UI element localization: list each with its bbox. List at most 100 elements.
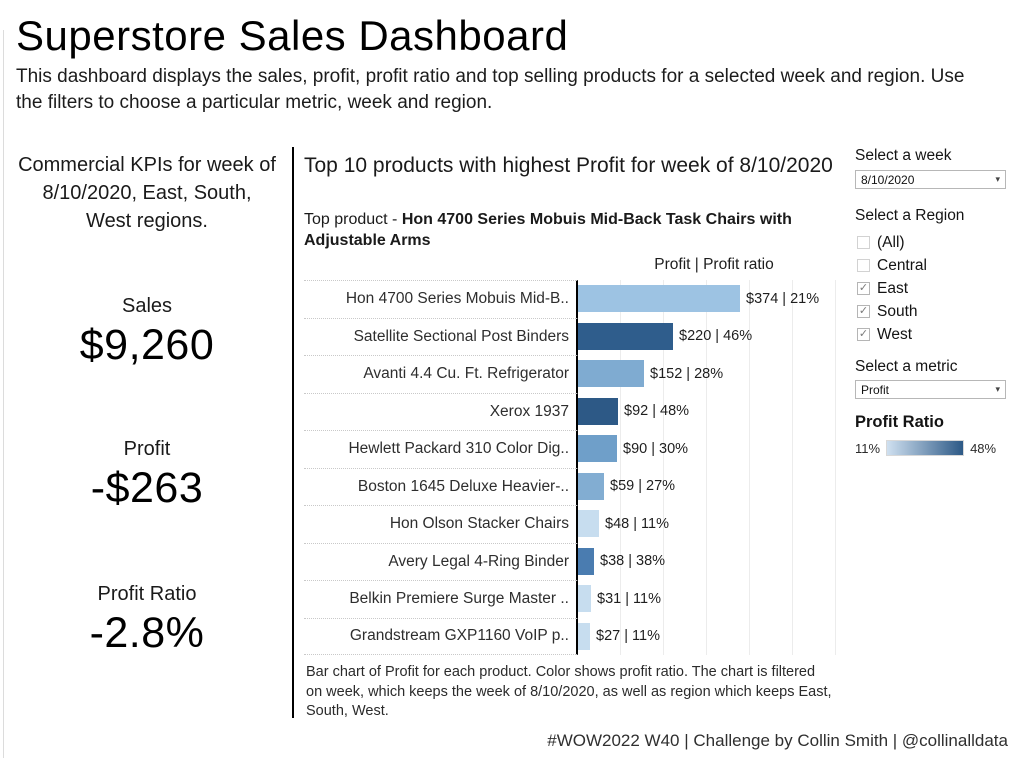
region-option-label: Central: [877, 256, 927, 274]
bar-value-label: $59 | 27%: [610, 478, 676, 495]
region-option-all[interactable]: (All): [857, 231, 927, 254]
profit-bar[interactable]: [578, 285, 740, 313]
profit-bar[interactable]: [578, 397, 618, 425]
top-product-name: Hon 4700 Series Mobuis Mid-Back Task Cha…: [304, 211, 792, 250]
checkbox-checked-icon[interactable]: ✓: [857, 305, 870, 318]
chevron-down-icon: ▾: [995, 174, 1000, 184]
bar-category-label: Hon Olson Stacker Chairs: [304, 505, 578, 543]
kpi-profit-ratio-value: -2.8%: [89, 609, 205, 657]
checkbox-unchecked-icon[interactable]: [857, 236, 870, 249]
week-dropdown-value: 8/10/2020: [861, 172, 915, 187]
region-option-label: West: [877, 325, 913, 343]
profit-ratio-legend-title: Profit Ratio: [855, 413, 944, 431]
kpi-intro-text: Commercial KPIs for week of 8/10/2020, E…: [18, 154, 276, 232]
bar-value-label: $38 | 38%: [600, 553, 666, 570]
bar-category-label: Avanti 4.4 Cu. Ft. Refrigerator: [304, 355, 578, 393]
bar-row: Hewlett Packard 310 Color Dig.. $90 | 30%: [304, 430, 850, 468]
bar-category-label: Hewlett Packard 310 Color Dig..: [304, 430, 578, 468]
bar-value-label: $90 | 30%: [623, 440, 689, 457]
bar-plot-area: $31 | 11%: [578, 580, 850, 618]
top-product-prefix: Top product -: [304, 211, 402, 228]
bar-category-label: Belkin Premiere Surge Master ..: [304, 580, 578, 618]
bar-row: Grandstream GXP1160 VoIP p.. $27 | 11%: [304, 617, 850, 655]
bar-row: Hon 4700 Series Mobuis Mid-B.. $374 | 21%: [304, 280, 850, 318]
bar-row: Boston 1645 Deluxe Heavier-.. $59 | 27%: [304, 467, 850, 505]
profit-bar[interactable]: [578, 585, 591, 613]
bar-plot-area: $48 | 11%: [578, 505, 850, 543]
region-option-west[interactable]: ✓ West: [857, 323, 927, 346]
bar-value-label: $220 | 46%: [679, 328, 753, 345]
legend-max-label: 48%: [970, 440, 997, 456]
profit-bar[interactable]: [578, 360, 644, 388]
bar-plot-area: $38 | 38%: [578, 542, 850, 580]
bar-chart-section: Top 10 products with highest Profit for …: [304, 153, 850, 719]
kpi-profit-value: -$263: [90, 464, 204, 512]
bar-value-label: $31 | 11%: [597, 590, 661, 607]
region-filter-label: Select a Region: [855, 207, 965, 224]
kpi-sales-value: $9,260: [79, 321, 215, 369]
profit-bar[interactable]: [578, 322, 673, 350]
bar-value-label: $48 | 11%: [605, 515, 669, 532]
bar-category-label: Hon 4700 Series Mobuis Mid-B..: [304, 280, 578, 318]
chevron-down-icon: ▾: [995, 384, 1000, 394]
bar-category-label: Grandstream GXP1160 VoIP p..: [304, 617, 578, 655]
left-edge-divider: [3, 30, 4, 758]
bar-row: Hon Olson Stacker Chairs $48 | 11%: [304, 505, 850, 543]
chart-caption: Bar chart of Profit for each product. Co…: [306, 664, 832, 720]
bar-plot-area: $27 | 11%: [578, 617, 850, 655]
bar-plot-area: $152 | 28%: [578, 355, 850, 393]
profit-bar[interactable]: [578, 622, 590, 650]
page-subtitle: This dashboard displays the sales, profi…: [16, 66, 965, 114]
kpi-profit-ratio-label: Profit Ratio: [97, 583, 197, 605]
checkbox-checked-icon[interactable]: ✓: [857, 282, 870, 295]
region-option-label: (All): [877, 233, 905, 251]
bar-plot-area: $59 | 27%: [578, 467, 850, 505]
region-option-central[interactable]: Central: [857, 254, 927, 277]
bar-rows: Hon 4700 Series Mobuis Mid-B.. $374 | 21%…: [304, 280, 850, 655]
bar-row: Xerox 1937 $92 | 48%: [304, 392, 850, 430]
bar-row: Avanti 4.4 Cu. Ft. Refrigerator $152 | 28…: [304, 355, 850, 393]
bar-value-label: $152 | 28%: [650, 365, 724, 382]
profit-ratio-gradient: [886, 440, 965, 456]
metric-dropdown[interactable]: Profit ▾: [855, 380, 1006, 399]
profit-bar[interactable]: [578, 510, 599, 538]
profit-ratio-legend: 11% 48%: [855, 440, 996, 456]
bar-plot-area: $90 | 30%: [578, 430, 850, 468]
checkbox-checked-icon[interactable]: ✓: [857, 328, 870, 341]
bar-plot-area: $92 | 48%: [578, 392, 850, 430]
legend-min-label: 11%: [855, 440, 881, 456]
kpi-profit: Profit -$263: [4, 438, 290, 513]
top-product-line: Top product - Hon 4700 Series Mobuis Mid…: [304, 209, 814, 251]
kpi-sales: Sales $9,260: [4, 295, 290, 370]
bar-plot-area: $220 | 46%: [578, 317, 850, 355]
checkbox-unchecked-icon[interactable]: [857, 259, 870, 272]
credit-footer: #WOW2022 W40 | Challenge by Collin Smith…: [547, 731, 1008, 750]
region-option-label: South: [877, 302, 918, 320]
bar-plot-area: $374 | 21%: [578, 280, 850, 318]
week-dropdown[interactable]: 8/10/2020 ▾: [855, 170, 1006, 189]
region-option-south[interactable]: ✓ South: [857, 300, 927, 323]
metric-dropdown-value: Profit: [861, 382, 890, 397]
region-checkbox-list: (All) Central ✓ East ✓ South ✓ West: [857, 231, 927, 346]
kpi-sales-label: Sales: [121, 295, 173, 317]
vertical-divider: [292, 147, 294, 718]
bar-row: Belkin Premiere Surge Master .. $31 | 11%: [304, 580, 850, 618]
bar-row: Satellite Sectional Post Binders $220 | 4…: [304, 317, 850, 355]
plot-column-header: Profit | Profit ratio: [654, 256, 774, 273]
filter-panel: Select a week 8/10/2020 ▾ Select a Regio…: [855, 147, 1021, 567]
bar-category-label: Boston 1645 Deluxe Heavier-..: [304, 467, 578, 505]
bar-category-label: Avery Legal 4-Ring Binder: [304, 542, 578, 580]
profit-bar[interactable]: [578, 547, 594, 575]
profit-bar[interactable]: [578, 472, 604, 500]
kpi-profit-ratio: Profit Ratio -2.8%: [4, 583, 290, 658]
profit-bar[interactable]: [578, 435, 617, 463]
bar-value-label: $374 | 21%: [746, 290, 820, 307]
bar-value-label: $27 | 11%: [596, 628, 660, 645]
bar-row: Avery Legal 4-Ring Binder $38 | 38%: [304, 542, 850, 580]
chart-title: Top 10 products with highest Profit for …: [304, 154, 833, 177]
kpi-profit-label: Profit: [123, 438, 171, 460]
page-title: Superstore Sales Dashboard: [16, 12, 569, 59]
kpi-panel: Commercial KPIs for week of 8/10/2020, E…: [4, 145, 290, 717]
region-option-east[interactable]: ✓ East: [857, 277, 927, 300]
